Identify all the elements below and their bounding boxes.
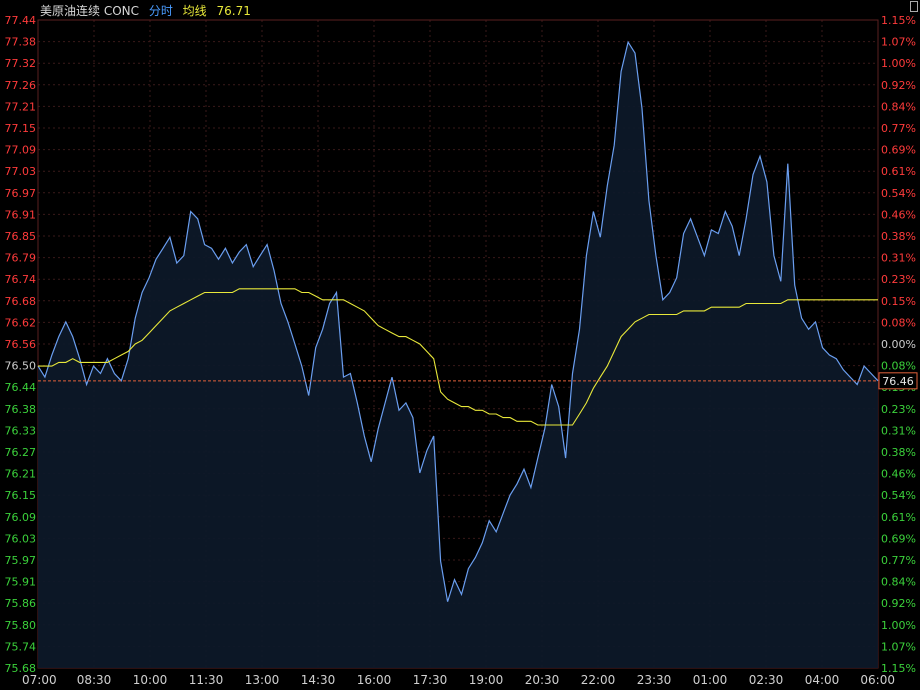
y-tick-label: 75.80 <box>5 619 37 632</box>
pct-tick-label: 0.38% <box>881 446 916 459</box>
price-area <box>38 42 878 669</box>
pct-tick-label: 0.92% <box>881 597 916 610</box>
y-tick-label: 76.79 <box>5 252 37 265</box>
y-tick-label: 76.56 <box>5 338 37 351</box>
x-tick-label: 01:00 <box>693 673 728 687</box>
pct-tick-label: 1.00% <box>881 57 916 70</box>
average-value: 76.71 <box>216 4 251 18</box>
pct-tick-label: 0.77% <box>881 554 916 567</box>
x-tick-label: 02:30 <box>749 673 784 687</box>
pct-tick-label: 0.54% <box>881 187 916 200</box>
y-tick-label: 77.15 <box>5 122 37 135</box>
x-tick-label: 10:00 <box>133 673 168 687</box>
window-corner-icon[interactable] <box>910 1 918 12</box>
x-tick-label: 11:30 <box>189 673 224 687</box>
y-tick-label: 77.09 <box>5 144 37 157</box>
mode-label[interactable]: 分时 <box>148 4 173 18</box>
pct-tick-label: 1.00% <box>881 619 916 632</box>
pct-tick-label: 0.92% <box>881 79 916 92</box>
y-tick-label: 77.38 <box>5 36 37 49</box>
current-price-box <box>878 372 918 390</box>
y-tick-label: 76.50 <box>5 360 37 373</box>
average-label: 均线 <box>182 4 207 18</box>
y-tick-label: 75.97 <box>5 554 37 567</box>
x-tick-label: 16:00 <box>357 673 392 687</box>
y-tick-label: 76.15 <box>5 489 37 502</box>
y-tick-label: 75.91 <box>5 576 37 589</box>
y-tick-label: 76.09 <box>5 511 37 524</box>
pct-tick-label: 0.69% <box>881 532 916 545</box>
y-tick-label: 76.97 <box>5 187 37 200</box>
pct-tick-label: 0.08% <box>881 360 916 373</box>
y-tick-label: 76.38 <box>5 403 37 416</box>
x-tick-label: 17:30 <box>413 673 448 687</box>
pct-tick-label: 1.15% <box>881 14 916 27</box>
pct-tick-label: 0.54% <box>881 489 916 502</box>
pct-tick-label: 0.77% <box>881 122 916 135</box>
y-tick-label: 75.68 <box>5 662 37 675</box>
pct-tick-label: 0.61% <box>881 165 916 178</box>
pct-tick-label: 0.08% <box>881 316 916 329</box>
x-tick-label: 14:30 <box>301 673 336 687</box>
y-tick-label: 76.91 <box>5 208 37 221</box>
pct-tick-label: 0.61% <box>881 511 916 524</box>
pct-tick-label: 1.15% <box>881 662 916 675</box>
y-tick-label: 76.85 <box>5 230 37 243</box>
pct-tick-label: 0.15% <box>881 295 916 308</box>
x-tick-label: 23:30 <box>637 673 672 687</box>
pct-tick-label: 0.69% <box>881 144 916 157</box>
y-tick-label: 76.68 <box>5 295 37 308</box>
x-tick-label: 19:00 <box>469 673 504 687</box>
x-tick-label: 04:00 <box>805 673 840 687</box>
pct-tick-label: 0.23% <box>881 273 916 286</box>
pct-tick-label: 0.84% <box>881 100 916 113</box>
x-tick-label: 06:00 <box>860 673 895 687</box>
average-line <box>38 288 878 426</box>
y-tick-label: 77.03 <box>5 165 37 178</box>
chart-header: 美原油连续 CONC 分时 均线 76.71 <box>40 2 251 19</box>
pct-tick-label: 0.23% <box>881 403 916 416</box>
instrument-name: 美原油连续 CONC <box>40 4 139 18</box>
current-price-label: 76.46 <box>882 375 914 388</box>
pct-tick-label: 0.31% <box>881 252 916 265</box>
y-tick-label: 76.62 <box>5 316 37 329</box>
y-tick-label: 76.33 <box>5 424 37 437</box>
x-tick-label: 20:30 <box>525 673 560 687</box>
y-tick-label: 75.74 <box>5 640 37 653</box>
pct-tick-label: 0.31% <box>881 424 916 437</box>
y-tick-label: 76.27 <box>5 446 37 459</box>
pct-tick-label: 0.84% <box>881 576 916 589</box>
y-tick-label: 77.32 <box>5 57 37 70</box>
y-tick-label: 76.44 <box>5 381 37 394</box>
pct-tick-label: 0.46% <box>881 208 916 221</box>
x-tick-label: 22:00 <box>581 673 616 687</box>
y-tick-label: 75.86 <box>5 597 37 610</box>
y-tick-label: 77.21 <box>5 100 37 113</box>
x-tick-label: 07:00 <box>22 673 57 687</box>
pct-tick-label: 1.07% <box>881 640 916 653</box>
y-tick-label: 76.21 <box>5 468 37 481</box>
y-tick-label: 76.74 <box>5 273 37 286</box>
y-tick-label: 76.03 <box>5 532 37 545</box>
x-tick-label: 13:00 <box>245 673 280 687</box>
pct-tick-label: 0.38% <box>881 230 916 243</box>
y-tick-label: 77.26 <box>5 79 37 92</box>
pct-tick-label: 0.46% <box>881 468 916 481</box>
price-line <box>37 40 879 602</box>
y-tick-label: 77.44 <box>5 14 37 27</box>
pct-tick-label: 0.00% <box>881 338 916 351</box>
x-tick-label: 08:30 <box>77 673 112 687</box>
pct-tick-label: 1.07% <box>881 36 916 49</box>
